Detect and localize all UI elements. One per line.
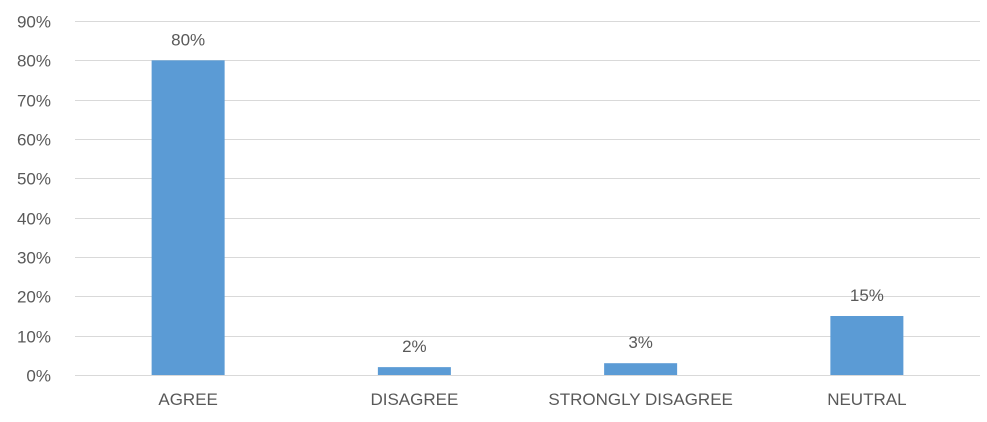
y-tick-label: 40% (17, 210, 51, 229)
y-tick-label: 10% (17, 328, 51, 347)
data-label: 80% (171, 30, 205, 49)
bar (604, 363, 678, 375)
y-tick-label: 70% (17, 92, 51, 111)
bars (151, 60, 904, 375)
y-tick-label: 0% (26, 367, 51, 386)
category-label: STRONGLY DISAGREE (548, 390, 733, 409)
data-label: 3% (628, 333, 653, 352)
category-label: NEUTRAL (827, 390, 906, 409)
y-tick-label: 80% (17, 52, 51, 71)
category-label: DISAGREE (370, 390, 458, 409)
bar (830, 316, 904, 375)
bar (377, 367, 451, 375)
y-tick-label: 60% (17, 131, 51, 150)
y-tick-label: 30% (17, 249, 51, 268)
bar (151, 60, 225, 375)
category-label: AGREE (158, 390, 218, 409)
data-labels: 80% 2% 3% 15% (171, 30, 884, 356)
y-tick-label: 50% (17, 170, 51, 189)
x-axis-category-labels: AGREE DISAGREE STRONGLY DISAGREE NEUTRAL (158, 390, 906, 409)
gridlines (75, 21, 980, 376)
y-tick-label: 20% (17, 288, 51, 307)
data-label: 2% (402, 337, 427, 356)
y-tick-label: 90% (17, 13, 51, 32)
y-axis-tick-labels: 0% 10% 20% 30% 40% 50% 60% 70% 80% 90% (17, 13, 51, 386)
data-label: 15% (850, 286, 884, 305)
